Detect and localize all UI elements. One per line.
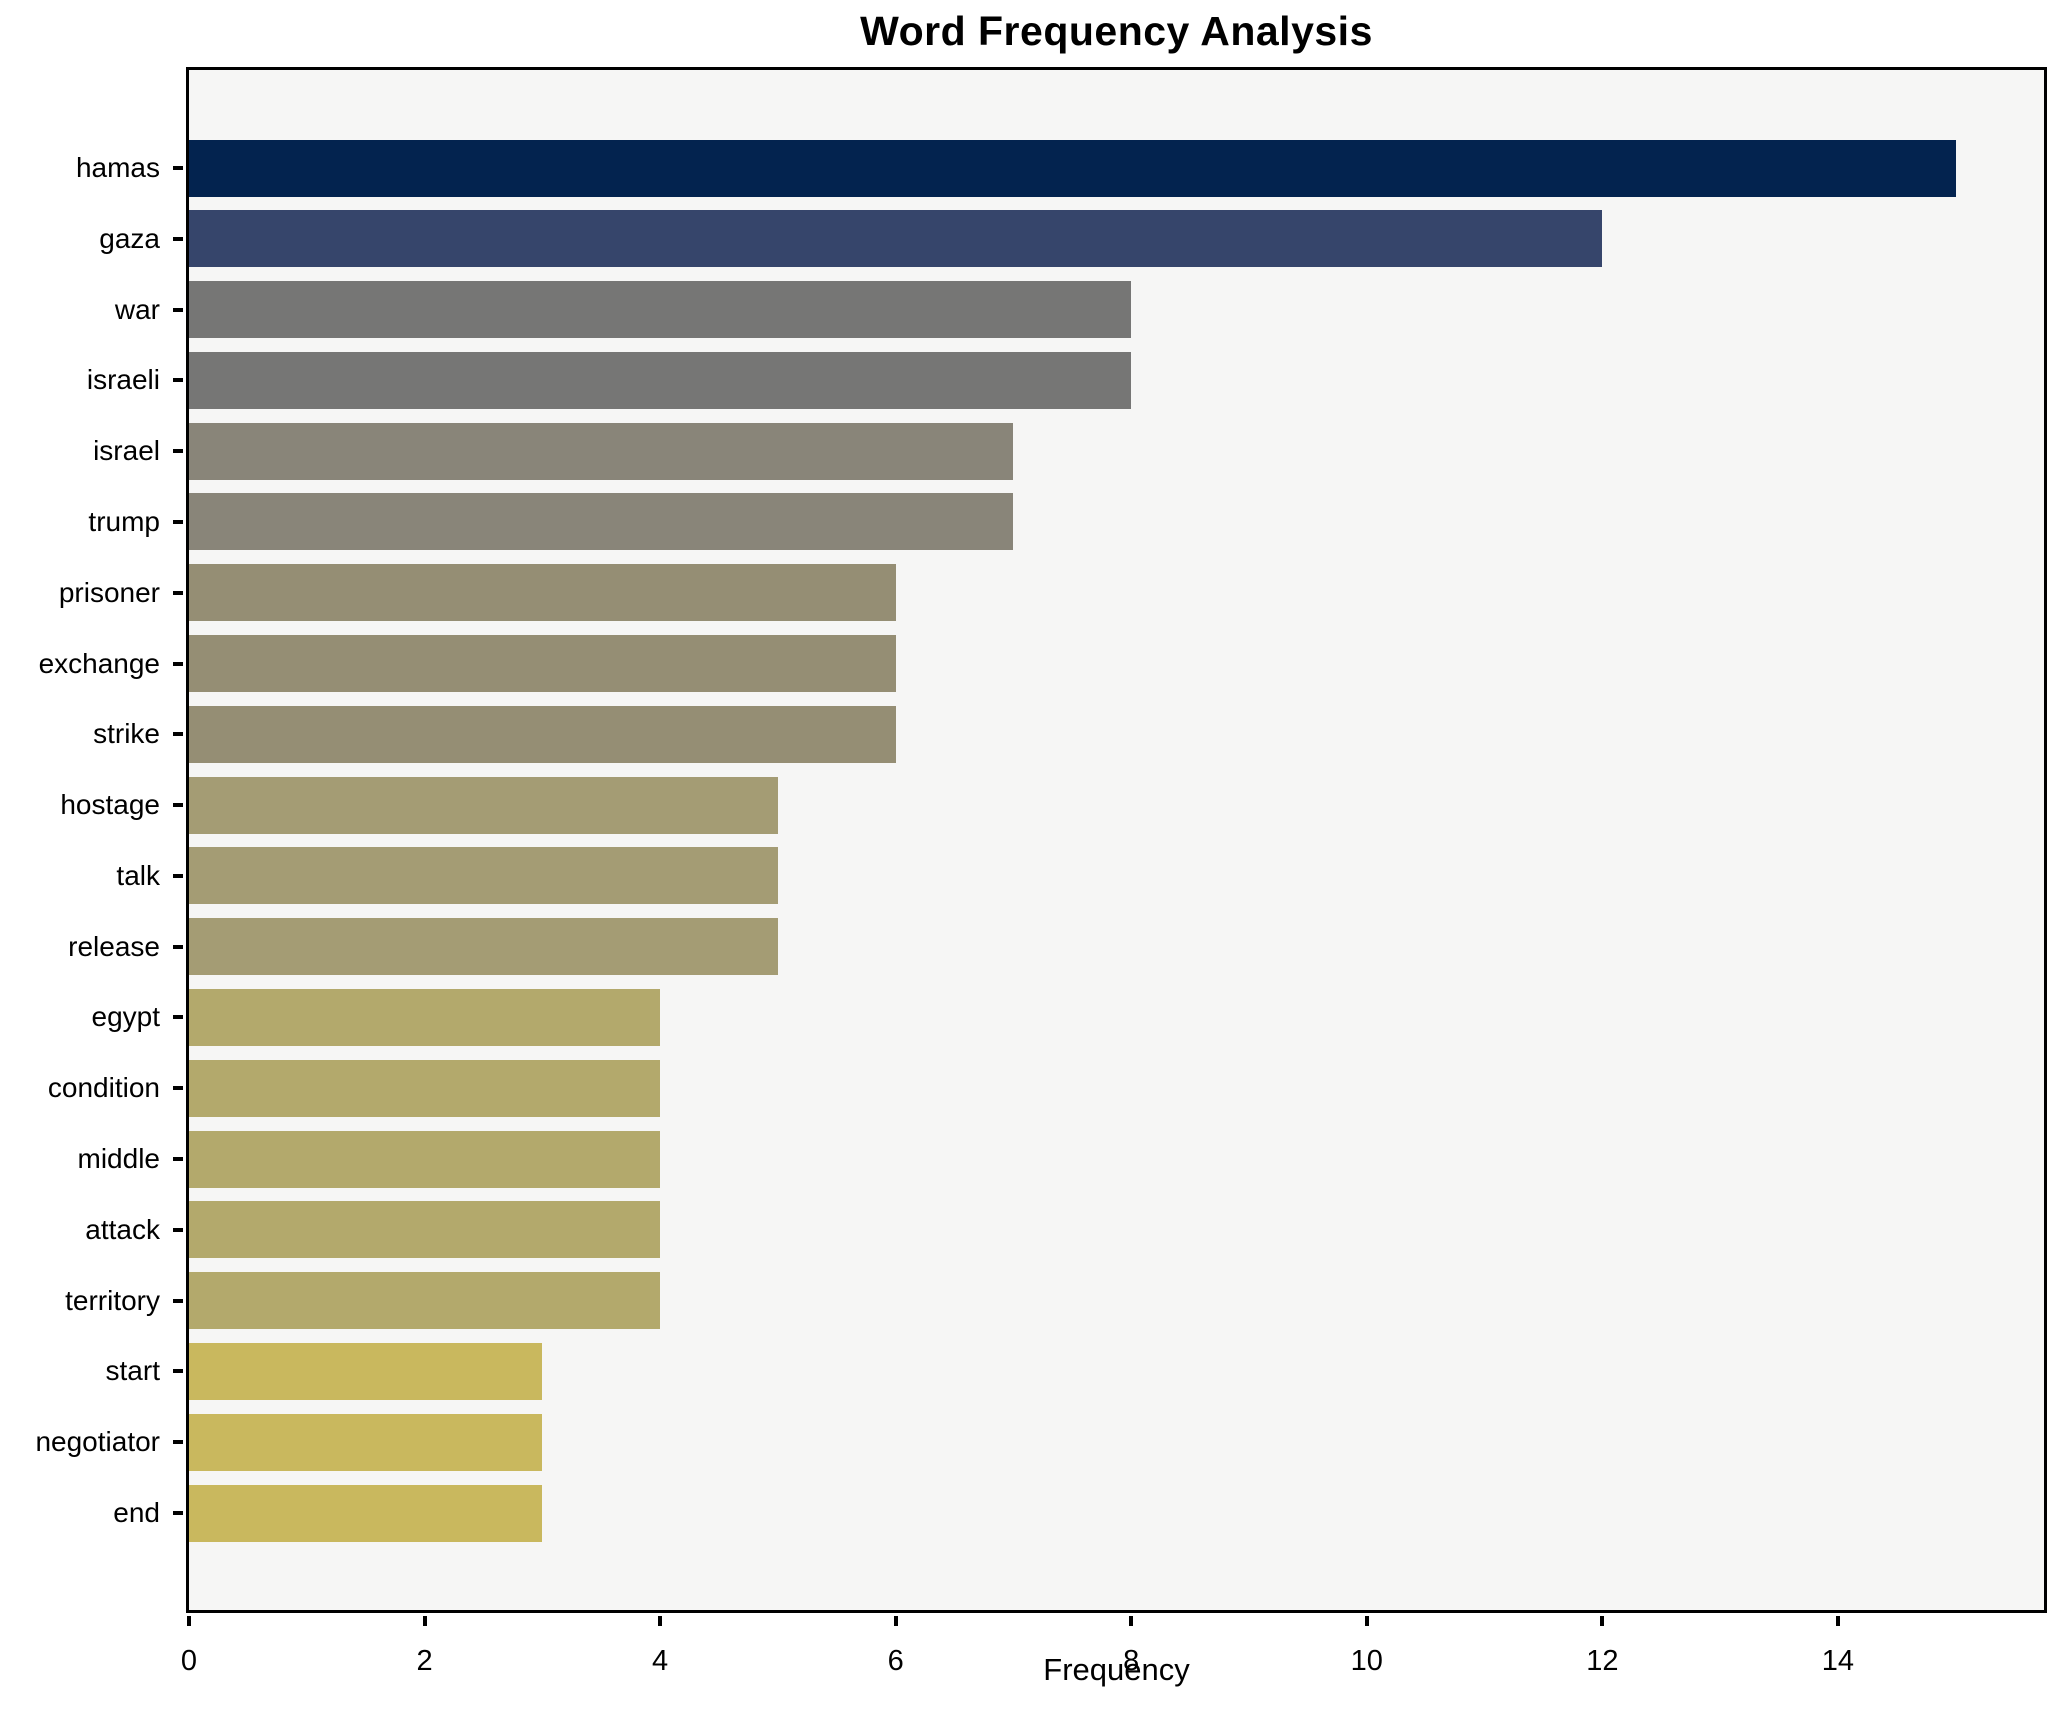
y-label-war: war — [114, 293, 160, 325]
bar-israel — [189, 422, 1014, 480]
x-tick-2 — [422, 1616, 427, 1626]
bar-end — [189, 1484, 543, 1542]
bar-hamas — [189, 139, 1956, 197]
x-tick-10 — [1364, 1616, 1369, 1626]
bar-strike — [189, 705, 896, 763]
y-label-middle: middle — [77, 1143, 160, 1175]
bar-release — [189, 918, 778, 976]
bar-hostage — [189, 776, 778, 834]
x-tick-label-14: 14 — [1821, 1645, 1854, 1677]
x-tick-label-6: 6 — [887, 1645, 904, 1677]
y-tick-hostage — [173, 803, 183, 808]
x-tick-label-0: 0 — [180, 1645, 198, 1677]
bar-start — [189, 1342, 543, 1400]
y-label-israel: israel — [93, 435, 160, 467]
x-tick-label-12: 12 — [1586, 1645, 1619, 1677]
y-tick-prisoner — [173, 590, 183, 595]
y-label-start: start — [105, 1355, 160, 1387]
bar-gaza — [189, 210, 1603, 268]
y-tick-hamas — [173, 166, 183, 170]
y-tick-exchange — [173, 661, 183, 666]
y-label-attack: attack — [85, 1213, 160, 1245]
y-label-strike: strike — [93, 718, 160, 750]
y-tick-release — [173, 944, 183, 949]
bar-middle — [189, 1130, 661, 1188]
y-tick-israel — [173, 449, 183, 454]
y-tick-trump — [173, 519, 183, 524]
bar-territory — [189, 1272, 661, 1330]
x-tick-14 — [1835, 1616, 1840, 1626]
y-label-israeli: israeli — [86, 364, 160, 396]
y-label-release: release — [68, 930, 160, 962]
bar-attack — [189, 1201, 661, 1259]
y-label-hamas: hamas — [75, 152, 160, 183]
bar-talk — [189, 847, 778, 905]
x-tick-label-8: 8 — [1123, 1645, 1140, 1677]
bar-war — [189, 281, 1132, 339]
y-tick-end — [173, 1511, 183, 1515]
y-tick-israeli — [173, 378, 183, 383]
bar-condition — [189, 1059, 661, 1117]
x-tick-4 — [658, 1616, 663, 1626]
plot-area: hamas gaza war israeli israel trump prisoner ex… — [35, 67, 2047, 1677]
y-tick-gaza — [173, 236, 183, 241]
y-tick-condition — [173, 1086, 183, 1091]
y-label-end: end — [113, 1497, 160, 1528]
y-label-hostage: hostage — [60, 789, 160, 821]
y-tick-territory — [173, 1298, 183, 1303]
y-tick-negotiator — [173, 1440, 183, 1445]
x-tick-8 — [1129, 1616, 1134, 1626]
y-label-territory: territory — [65, 1284, 160, 1316]
bar-trump — [189, 493, 1014, 551]
bar-exchange — [189, 635, 896, 693]
x-tick-12 — [1600, 1616, 1605, 1626]
x-tick-0 — [187, 1616, 191, 1626]
y-tick-attack — [173, 1227, 183, 1232]
y-label-prisoner: prisoner — [58, 576, 160, 608]
y-label-exchange: exchange — [38, 647, 160, 679]
chart-title: Word Frequency Analysis — [860, 8, 1373, 54]
y-label-egypt: egypt — [91, 1001, 161, 1033]
y-tick-start — [173, 1369, 183, 1374]
y-label-condition: condition — [47, 1072, 160, 1104]
x-tick-label-2: 2 — [416, 1645, 433, 1677]
bar-prisoner — [189, 564, 896, 622]
y-tick-strike — [173, 732, 183, 737]
x-axis-title: Frequency — [1043, 1652, 1190, 1687]
x-tick-6 — [893, 1616, 898, 1626]
y-label-talk: talk — [116, 859, 160, 891]
y-label-negotiator: negotiator — [35, 1426, 160, 1458]
x-tick-label-10: 10 — [1350, 1645, 1383, 1677]
y-tick-middle — [173, 1157, 183, 1162]
x-tick-label-4: 4 — [652, 1645, 669, 1677]
bar-egypt — [189, 988, 661, 1046]
y-tick-egypt — [173, 1015, 183, 1020]
y-tick-talk — [173, 873, 183, 878]
y-label-trump: trump — [88, 505, 160, 537]
y-label-gaza: gaza — [99, 222, 160, 254]
bar-israeli — [189, 351, 1132, 409]
y-tick-war — [173, 307, 183, 312]
bar-negotiator — [189, 1413, 543, 1471]
